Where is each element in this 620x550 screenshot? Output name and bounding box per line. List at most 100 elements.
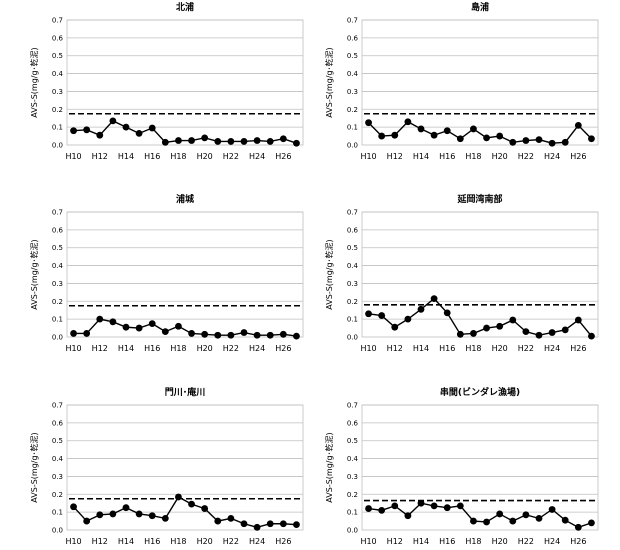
x-tick-label: H22 bbox=[518, 344, 534, 353]
data-point bbox=[470, 517, 477, 525]
y-tick-label: 0.1 bbox=[347, 509, 358, 517]
data-point bbox=[122, 504, 130, 512]
chart-svg: 延岡湾南部 0.0 0.1 0.2 0.3 0.4 0.5 0.6 0.7 AVS-S(mg/g･… bbox=[324, 193, 599, 353]
plot-frame bbox=[361, 19, 599, 146]
x-tick-label: H14 bbox=[413, 344, 429, 353]
y-tick-label: 0.2 bbox=[347, 298, 358, 306]
data-point bbox=[188, 500, 195, 508]
x-tick-label: H26 bbox=[275, 344, 291, 353]
data-point bbox=[574, 121, 582, 129]
x-tick-label: H10 bbox=[360, 152, 376, 161]
chart-title: 島浦 bbox=[471, 1, 489, 13]
y-tick-label: 0.4 bbox=[52, 70, 64, 78]
data-point bbox=[109, 510, 117, 518]
x-tick-label: H24 bbox=[544, 344, 560, 353]
x-tick-label: H18 bbox=[170, 344, 186, 353]
data-point bbox=[509, 138, 517, 146]
data-point bbox=[430, 502, 438, 510]
x-tick-label: H16 bbox=[439, 537, 455, 546]
data-point bbox=[470, 125, 477, 133]
data-point bbox=[509, 517, 517, 525]
data-point bbox=[430, 295, 438, 303]
x-tick-label: H24 bbox=[544, 537, 560, 546]
data-point bbox=[391, 323, 399, 331]
data-point bbox=[496, 132, 504, 140]
x-tick-label: H14 bbox=[413, 152, 429, 161]
series-line bbox=[368, 120, 592, 144]
data-point bbox=[561, 516, 569, 524]
data-point bbox=[253, 137, 261, 144]
x-tick-label: H18 bbox=[170, 152, 186, 161]
y-axis-title: AVS-S(mg/g･乾泥) bbox=[324, 432, 334, 502]
data-point bbox=[470, 330, 477, 337]
data-point bbox=[279, 520, 287, 528]
y-tick-label: 0.0 bbox=[52, 142, 63, 150]
data-point bbox=[148, 512, 156, 520]
data-point bbox=[391, 131, 399, 139]
data-point bbox=[293, 139, 300, 147]
data-point bbox=[456, 330, 464, 338]
y-tick-label: 0.3 bbox=[52, 88, 63, 96]
y-tick-label: 0.3 bbox=[52, 473, 63, 481]
chart-title: 門川･庵川 bbox=[165, 386, 206, 398]
y-tick-label: 0.0 bbox=[52, 527, 63, 535]
data-point bbox=[561, 326, 569, 334]
x-tick-label: H12 bbox=[92, 344, 108, 353]
data-point bbox=[509, 316, 517, 324]
data-point bbox=[161, 514, 169, 522]
x-tick-label: H20 bbox=[197, 152, 213, 161]
x-tick-label: H22 bbox=[223, 152, 239, 161]
plot-frame bbox=[361, 211, 599, 338]
y-tick-label: 0.6 bbox=[347, 34, 359, 42]
x-tick-label: H26 bbox=[570, 344, 586, 353]
data-point bbox=[574, 316, 582, 324]
data-point bbox=[266, 138, 274, 145]
data-point bbox=[70, 127, 77, 135]
data-point bbox=[227, 138, 235, 145]
x-tick-label: H18 bbox=[465, 344, 481, 353]
data-point bbox=[96, 315, 104, 323]
data-point bbox=[561, 138, 569, 146]
chart-panel-kadokawa-iorigawa: 門川･庵川 0.0 0.1 0.2 0.3 0.4 0.5 0.6 0.7 AVS-S(mg/g･… bbox=[15, 385, 305, 546]
y-tick-label: 0.7 bbox=[347, 209, 358, 217]
data-point bbox=[161, 138, 169, 146]
y-tick-label: 0.3 bbox=[347, 473, 358, 481]
plot-frame bbox=[66, 404, 304, 531]
y-tick-label: 0.0 bbox=[347, 142, 358, 150]
data-point bbox=[378, 312, 386, 319]
x-tick-label: H20 bbox=[492, 344, 508, 353]
y-tick-label: 0.3 bbox=[347, 88, 358, 96]
y-tick-label: 0.0 bbox=[347, 334, 358, 342]
x-tick-label: H24 bbox=[544, 152, 560, 161]
x-tick-label: H22 bbox=[223, 344, 239, 353]
y-tick-label: 0.1 bbox=[347, 124, 358, 132]
y-tick-label: 0.0 bbox=[347, 527, 358, 535]
data-point bbox=[522, 511, 530, 519]
x-tick-label: H20 bbox=[492, 537, 508, 546]
data-point bbox=[522, 328, 530, 336]
data-point bbox=[201, 505, 209, 512]
data-point bbox=[404, 512, 412, 520]
data-point bbox=[161, 328, 169, 336]
x-tick-label: H16 bbox=[439, 344, 455, 353]
chart-panel-kushima: 串間(ビンダレ漁場) 0.0 0.1 0.2 0.3 0.4 0.5 0.6 0.7 AVS-S(… bbox=[310, 385, 600, 546]
data-point bbox=[83, 126, 91, 134]
data-point bbox=[574, 523, 582, 531]
chart-panel-urashiro: 浦城 0.0 0.1 0.2 0.3 0.4 0.5 0.6 0.7 AVS-S(mg/g･乾泥)… bbox=[15, 192, 305, 353]
data-point bbox=[227, 331, 235, 339]
y-tick-label: 0.2 bbox=[52, 298, 63, 306]
y-tick-label: 0.1 bbox=[52, 124, 63, 132]
x-tick-label: H16 bbox=[144, 537, 160, 546]
data-point bbox=[214, 331, 222, 339]
data-point bbox=[227, 514, 235, 522]
data-point bbox=[279, 135, 287, 143]
data-point bbox=[266, 331, 274, 339]
x-tick-label: H10 bbox=[360, 537, 376, 546]
data-point bbox=[240, 138, 248, 145]
data-point bbox=[214, 138, 222, 145]
chart-svg: 浦城 0.0 0.1 0.2 0.3 0.4 0.5 0.6 0.7 AVS-S(mg/g･乾泥)… bbox=[29, 193, 304, 353]
x-tick-label: H12 bbox=[92, 152, 108, 161]
data-point bbox=[365, 310, 372, 318]
data-point bbox=[175, 322, 182, 330]
data-point bbox=[417, 125, 425, 133]
